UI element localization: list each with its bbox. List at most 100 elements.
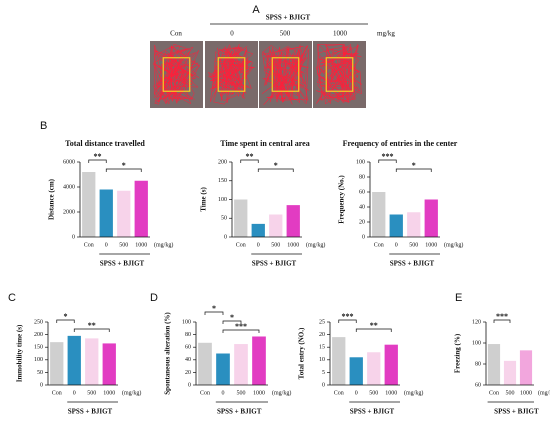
bar	[389, 214, 403, 237]
x-tick-label: 1000	[425, 242, 437, 248]
significance-bracket	[204, 311, 224, 315]
significance-bracket	[222, 320, 242, 324]
image-label: 1000	[333, 30, 348, 38]
y-tick-label: 6000	[63, 159, 75, 165]
significance-label: **	[246, 152, 254, 161]
center-zone	[271, 57, 300, 92]
group-label: SPSS + BJIGT	[390, 260, 435, 268]
bar	[50, 342, 64, 385]
y-tick-label: 15	[319, 345, 325, 351]
significance-label: **	[370, 321, 378, 330]
x-tick-label: 0	[222, 390, 225, 396]
y-tick-label: 100	[356, 159, 365, 165]
significance-bracket	[395, 168, 432, 172]
y-tick-label: 200	[218, 159, 227, 165]
y-tick-label: 20	[359, 219, 365, 225]
bar	[252, 336, 266, 385]
bar	[216, 353, 230, 385]
bar	[503, 360, 517, 385]
arena	[150, 41, 203, 108]
x-tick-label: 1000	[253, 390, 265, 396]
bar	[102, 343, 116, 385]
chart-title: Frequency of entries in the center	[343, 139, 458, 148]
significance-label: ***	[342, 312, 354, 321]
x-tick-label: 0	[105, 242, 108, 248]
bar	[286, 205, 300, 237]
y-axis-label: Time (s)	[200, 187, 208, 212]
significance-label: *	[212, 304, 216, 313]
track-images	[150, 41, 366, 108]
y-tick-label: 80	[475, 361, 481, 367]
y-tick-label: 40	[359, 204, 365, 210]
y-tick-label: 0	[40, 382, 43, 388]
y-tick-label: 80	[359, 174, 365, 180]
unit-label: (mg/kg)	[538, 389, 550, 396]
significance-bracket	[338, 319, 357, 323]
bar	[349, 357, 363, 385]
group-label: SPSS + BJIGT	[252, 260, 297, 268]
x-tick-label: 500	[119, 242, 128, 248]
y-tick-label: 100	[182, 319, 191, 325]
panel-letter: B	[40, 120, 47, 132]
y-tick-label: 0	[72, 234, 75, 240]
y-tick-label: 100	[34, 357, 43, 363]
y-tick-label: 25	[319, 319, 325, 325]
significance-bracket	[257, 168, 294, 172]
x-tick-label: 0	[257, 242, 260, 248]
bar	[487, 344, 501, 385]
bar	[99, 189, 113, 237]
significance-bracket	[493, 319, 511, 323]
x-tick-label: 500	[271, 242, 280, 248]
significance-bracket	[73, 328, 110, 332]
y-axis-label: Immobility time (s)	[16, 324, 24, 382]
significance-label: ***	[496, 312, 508, 321]
bar	[82, 172, 96, 237]
x-tick-label: 1000	[385, 390, 397, 396]
x-tick-label: Con	[489, 390, 499, 396]
bar	[424, 199, 438, 237]
significance-bracket	[378, 159, 397, 163]
y-tick-label: 200	[34, 332, 43, 338]
x-tick-label: 500	[369, 390, 378, 396]
center-zone	[162, 57, 191, 92]
x-tick-label: Con	[84, 242, 94, 248]
significance-bracket	[355, 328, 392, 332]
group-label: SPSS + BJIGT	[494, 408, 539, 416]
y-tick-label: 100	[218, 197, 227, 203]
x-tick-label: 500	[506, 390, 515, 396]
x-tick-label: 1000	[135, 242, 147, 248]
unit-label: (mg/kg)	[272, 389, 291, 396]
bar	[198, 342, 212, 385]
significance-bracket	[88, 159, 107, 163]
panel-letter: E	[455, 292, 462, 304]
bar	[269, 214, 283, 237]
track	[152, 43, 201, 105]
unit-label: (mg/kg)	[154, 241, 173, 248]
group-label: SPSS + BJIGT	[350, 408, 395, 416]
y-tick-label: 40	[185, 357, 191, 363]
x-tick-label: 1000	[103, 390, 115, 396]
group-label: SPSS + BJIGT	[100, 260, 145, 268]
significance-label: *	[122, 161, 126, 170]
unit-label: (mg/kg)	[404, 389, 423, 396]
x-tick-label: 0	[355, 390, 358, 396]
y-tick-label: 120	[472, 319, 481, 325]
y-tick-label: 10	[319, 357, 325, 363]
y-axis-label: Frequency (No.)	[338, 175, 346, 224]
bar	[234, 199, 248, 237]
y-tick-label: 0	[224, 234, 227, 240]
x-tick-label: 0	[73, 390, 76, 396]
y-tick-label: 80	[185, 332, 191, 338]
significance-bracket	[105, 168, 142, 172]
bar	[251, 223, 265, 237]
significance-label: ***	[382, 152, 394, 161]
significance-bracket	[56, 319, 75, 323]
track	[261, 44, 309, 106]
panel-letter: C	[8, 292, 16, 304]
x-tick-label: Con	[52, 390, 62, 396]
significance-bracket	[222, 329, 260, 333]
center-zone	[217, 57, 246, 92]
significance-label: **	[88, 321, 96, 330]
y-tick-label: 20	[319, 332, 325, 338]
chart-title: Total distance travelled	[65, 139, 145, 148]
